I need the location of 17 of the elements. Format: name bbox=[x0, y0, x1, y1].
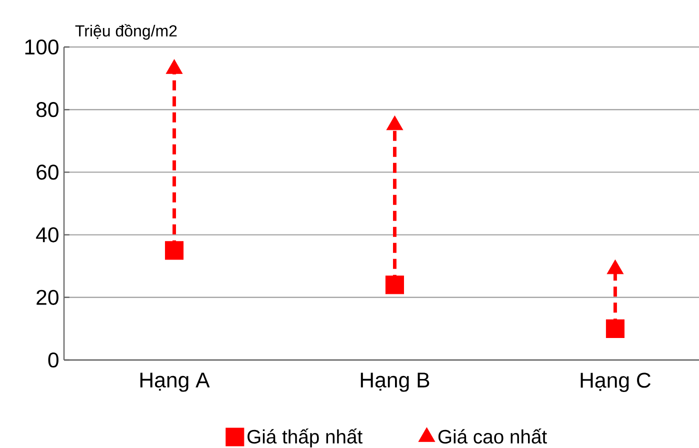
point bbox=[386, 116, 404, 130]
y-tick-label: 80 bbox=[36, 102, 58, 118]
point bbox=[166, 59, 183, 74]
y-tick-label: 60 bbox=[36, 164, 58, 180]
y-tick-label: 40 bbox=[36, 227, 58, 242]
x-tick-label: Hạng B bbox=[360, 372, 430, 392]
y-axis-title: Triệu đồng/m2 bbox=[75, 24, 177, 40]
y-tick-label: 0 bbox=[48, 352, 58, 368]
x-tick-label: Hạng C bbox=[580, 372, 651, 392]
point bbox=[164, 241, 184, 260]
legend-label: Giá cao nhất bbox=[438, 428, 547, 444]
point bbox=[385, 276, 404, 294]
point bbox=[606, 319, 624, 338]
y-tick-label: 100 bbox=[25, 39, 58, 55]
legend-label: Giá thấp nhất bbox=[248, 428, 362, 448]
x-tick-label: Hạng A bbox=[140, 372, 210, 392]
y-tick-label: 20 bbox=[36, 290, 58, 305]
